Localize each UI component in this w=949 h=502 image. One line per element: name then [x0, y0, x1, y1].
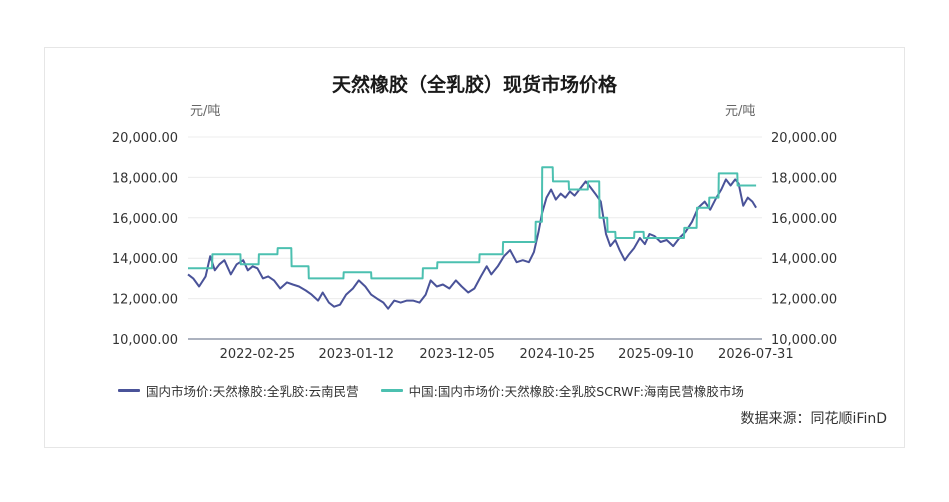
series-line-yunnan — [187, 178, 757, 310]
x-tick-label: 2023-12-05 — [419, 347, 495, 362]
y-tick-label-left: 14,000.00 — [112, 252, 178, 267]
legend-swatch-yunnan — [118, 389, 140, 392]
legend-label-yunnan: 国内市场价:天然橡胶:全乳胶:云南民营 — [146, 384, 359, 399]
y-tick-label-right: 16,000.00 — [771, 212, 837, 227]
y-tick-label-left: 12,000.00 — [112, 293, 178, 308]
y-tick-label-right: 18,000.00 — [771, 171, 837, 186]
series-lines — [187, 166, 757, 310]
y-tick-label-left: 20,000.00 — [112, 131, 178, 146]
chart-card — [44, 47, 905, 448]
legend-swatch-hainan — [380, 389, 403, 392]
y-tick-label-right: 12,000.00 — [771, 293, 837, 308]
x-tick-label: 2024-10-25 — [520, 347, 596, 362]
legend: 国内市场价:天然橡胶:全乳胶:云南民营 中国:国内市场价:天然橡胶:全乳胶SCR… — [118, 381, 744, 400]
y-tick-label-right: 14,000.00 — [771, 252, 837, 267]
grid-lines — [188, 136, 762, 340]
legend-item-yunnan[interactable]: 国内市场价:天然橡胶:全乳胶:云南民营 — [118, 381, 359, 400]
y-axis-unit-left: 元/吨 — [190, 104, 221, 119]
y-axis-unit-right: 元/吨 — [725, 104, 756, 119]
x-tick-label: 2022-02-25 — [220, 347, 296, 362]
x-tick-label: 2025-09-10 — [618, 347, 694, 362]
y-tick-label-right: 10,000.00 — [771, 333, 837, 348]
y-tick-label-left: 18,000.00 — [112, 171, 178, 186]
legend-item-hainan[interactable]: 中国:国内市场价:天然橡胶:全乳胶SCRWF:海南民营橡胶市场 — [380, 381, 744, 400]
chart-title: 天然橡胶（全乳胶）现货市场价格 — [331, 74, 617, 96]
x-tick-labels: 2022-02-25 2023-01-12 2023-12-05 2024-10-25… — [220, 347, 794, 362]
x-tick-label: 2023-01-12 — [319, 347, 395, 362]
y-tick-labels-left: 20,000.00 18,000.00 16,000.00 14,000.00 12,0… — [112, 131, 178, 348]
y-tick-label-left: 10,000.00 — [112, 333, 178, 348]
x-tick-label: 2026-07-31 — [718, 347, 794, 362]
legend-label-hainan: 中国:国内市场价:天然橡胶:全乳胶SCRWF:海南民营橡胶市场 — [408, 384, 744, 399]
series-line-hainan — [188, 166, 757, 280]
data-source-note: 数据来源：同花顺iFinD — [740, 411, 887, 427]
y-tick-labels-right: 20,000.00 18,000.00 16,000.00 14,000.00 12,0… — [771, 131, 837, 348]
y-tick-label-right: 20,000.00 — [771, 131, 837, 146]
y-tick-label-left: 16,000.00 — [112, 212, 178, 227]
